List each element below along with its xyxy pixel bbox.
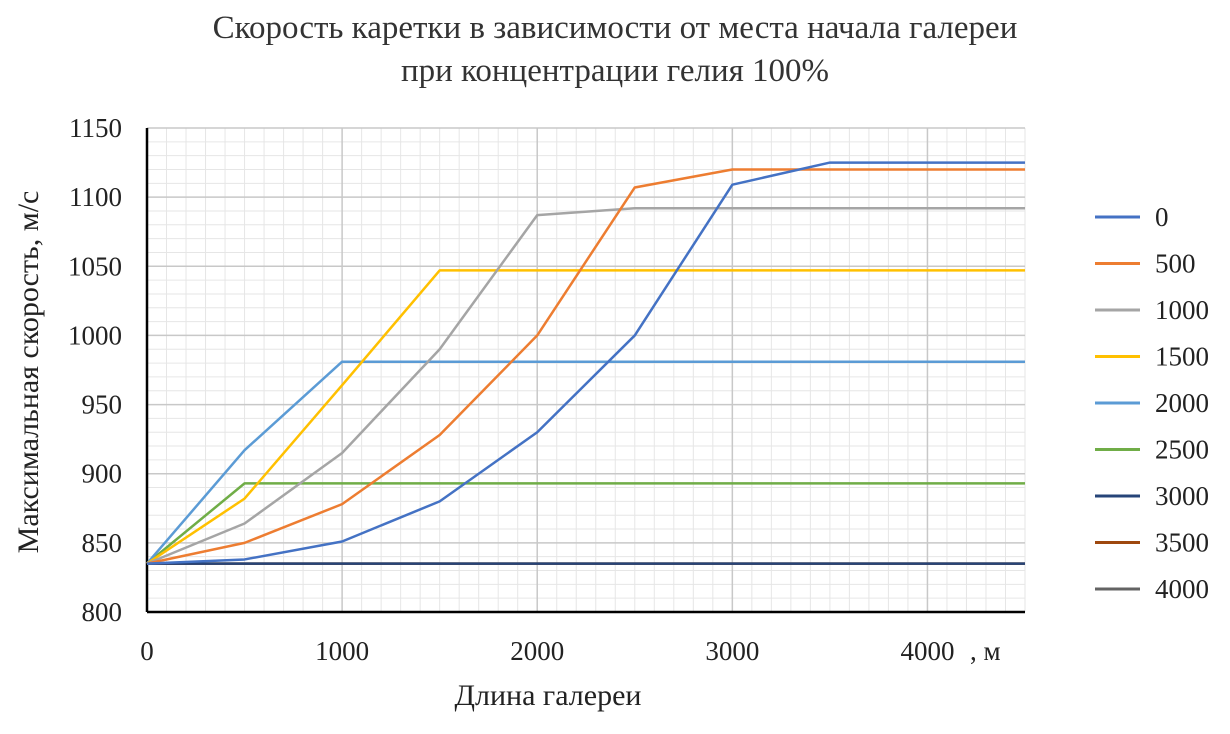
- series-line-1000: [146, 206, 1025, 565]
- legend-label-2000: 2000: [1155, 388, 1209, 418]
- minor-gridlines: [147, 128, 1026, 612]
- series-line-0: [146, 161, 1025, 565]
- y-tick-label: 1100: [69, 182, 122, 212]
- chart-title-line2: при концентрации гелия 100%: [400, 53, 830, 89]
- legend-label-3500: 3500: [1155, 528, 1209, 558]
- y-tick-label: 1000: [68, 320, 122, 350]
- x-tick-label: 2000: [510, 636, 564, 666]
- y-tick-label: 950: [82, 390, 123, 420]
- legend-label-500: 500: [1155, 249, 1196, 279]
- major-gridlines: [147, 127, 1025, 612]
- x-axis-unit: , м: [970, 636, 1001, 666]
- series-line-2500: [146, 482, 1025, 565]
- legend-label-4000: 4000: [1155, 574, 1209, 604]
- legend-label-2500: 2500: [1155, 435, 1209, 465]
- y-tick-label: 900: [82, 459, 123, 489]
- x-tick-label: 4000: [900, 636, 954, 666]
- legend-label-0: 0: [1155, 202, 1169, 232]
- x-tick-label: 3000: [705, 636, 759, 666]
- series-line-1500: [146, 269, 1025, 565]
- x-tick-label: 0: [140, 636, 154, 666]
- legend-label-1000: 1000: [1155, 295, 1209, 325]
- chart-axes: [145, 128, 1025, 614]
- x-axis-title: Длина галереи: [455, 679, 642, 712]
- series-lines: [146, 161, 1025, 565]
- legend-label-1500: 1500: [1155, 342, 1209, 372]
- y-axis-title: Максимальная скорость, м/с: [12, 191, 45, 554]
- y-tick-label: 1050: [68, 251, 122, 281]
- legend: 0 500 1000 1500 2000 2500 3000 3500 4000: [1095, 202, 1209, 604]
- y-tick-label: 800: [82, 597, 123, 627]
- y-tick-label: 1150: [69, 113, 122, 143]
- chart-title-line1: Скорость каретки в зависимости от места …: [212, 10, 1018, 46]
- series-line-500: [146, 168, 1025, 565]
- series-line-2000: [146, 360, 1025, 565]
- tick-labels: 800 850 900 950 1000 1050 1100 1150 0 1000 2000 300…: [68, 113, 954, 666]
- x-tick-label: 1000: [315, 636, 369, 666]
- legend-label-3000: 3000: [1155, 481, 1209, 511]
- y-tick-label: 850: [82, 528, 123, 558]
